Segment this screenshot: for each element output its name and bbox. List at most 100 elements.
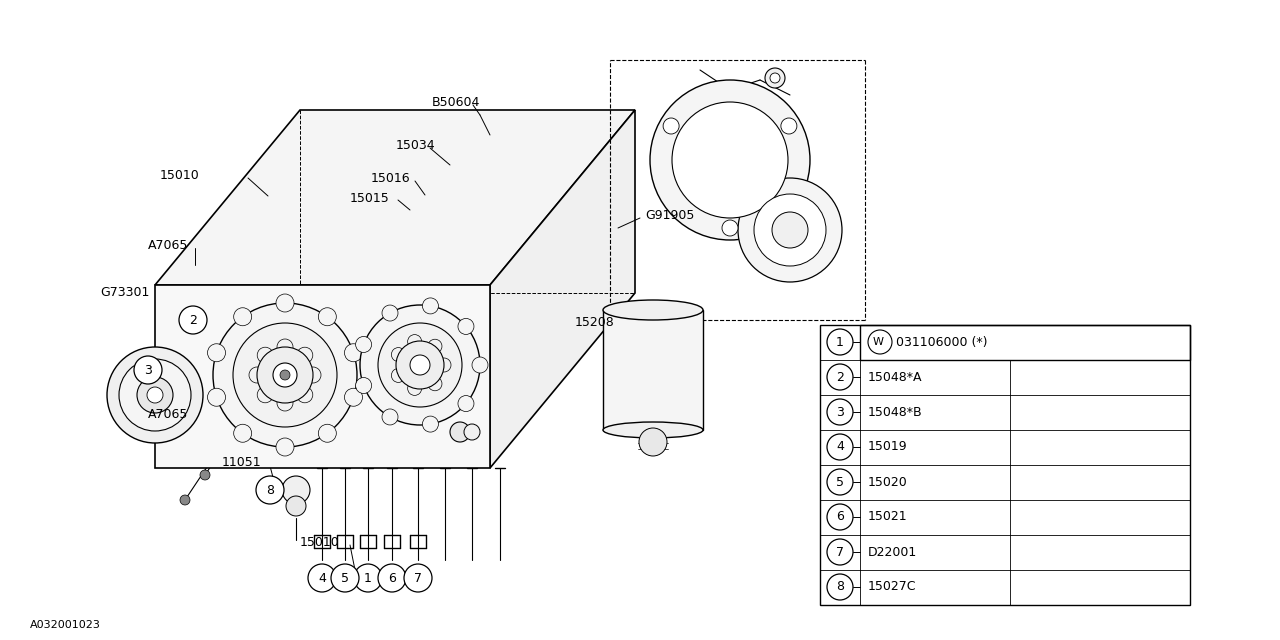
- Circle shape: [422, 298, 439, 314]
- Circle shape: [392, 369, 406, 383]
- Circle shape: [827, 574, 852, 600]
- Text: A032001023: A032001023: [29, 620, 101, 630]
- Circle shape: [119, 359, 191, 431]
- Circle shape: [827, 364, 852, 390]
- Circle shape: [722, 220, 739, 236]
- Circle shape: [180, 495, 189, 505]
- Polygon shape: [603, 310, 703, 430]
- Text: 5: 5: [340, 572, 349, 584]
- Text: A7065: A7065: [148, 239, 188, 252]
- Circle shape: [257, 347, 314, 403]
- Circle shape: [827, 504, 852, 530]
- Text: 15048*B: 15048*B: [868, 406, 923, 419]
- Circle shape: [772, 212, 808, 248]
- Text: G73301: G73301: [100, 285, 150, 298]
- Circle shape: [212, 303, 357, 447]
- Circle shape: [378, 564, 406, 592]
- Text: 15208: 15208: [575, 316, 614, 328]
- Text: 7: 7: [836, 545, 844, 559]
- Circle shape: [356, 378, 371, 394]
- Circle shape: [285, 496, 306, 516]
- Circle shape: [451, 422, 470, 442]
- Circle shape: [147, 387, 163, 403]
- Circle shape: [276, 294, 294, 312]
- Circle shape: [108, 347, 204, 443]
- Circle shape: [465, 424, 480, 440]
- Circle shape: [137, 377, 173, 413]
- Polygon shape: [155, 110, 635, 285]
- Text: 11051: 11051: [221, 456, 261, 470]
- Circle shape: [344, 388, 362, 406]
- Text: 7: 7: [413, 572, 422, 584]
- Circle shape: [344, 344, 362, 362]
- Text: 15020: 15020: [868, 476, 908, 488]
- Circle shape: [381, 409, 398, 425]
- Circle shape: [332, 564, 358, 592]
- Circle shape: [319, 424, 337, 442]
- Circle shape: [282, 476, 310, 504]
- Circle shape: [436, 358, 451, 372]
- Circle shape: [305, 367, 321, 383]
- Circle shape: [280, 370, 291, 380]
- Text: B50604: B50604: [433, 95, 480, 109]
- Circle shape: [381, 305, 398, 321]
- Text: 1: 1: [364, 572, 372, 584]
- Circle shape: [771, 73, 780, 83]
- Text: 15016: 15016: [371, 172, 411, 184]
- Circle shape: [257, 348, 273, 364]
- Text: G91905: G91905: [645, 209, 694, 221]
- Circle shape: [472, 357, 488, 373]
- Circle shape: [250, 367, 265, 383]
- Text: 15019: 15019: [868, 440, 908, 454]
- Circle shape: [458, 396, 474, 412]
- Circle shape: [765, 68, 785, 88]
- Circle shape: [319, 308, 337, 326]
- Text: 1: 1: [836, 335, 844, 349]
- Circle shape: [827, 434, 852, 460]
- Circle shape: [663, 118, 680, 134]
- Circle shape: [256, 476, 284, 504]
- Circle shape: [355, 564, 381, 592]
- Text: 2: 2: [189, 314, 197, 326]
- Text: 6: 6: [388, 572, 396, 584]
- Text: 4: 4: [836, 440, 844, 454]
- Circle shape: [273, 363, 297, 387]
- Text: 15048*A: 15048*A: [868, 371, 923, 383]
- Circle shape: [422, 416, 439, 432]
- Ellipse shape: [603, 300, 703, 320]
- Text: D22001: D22001: [868, 545, 918, 559]
- Circle shape: [200, 470, 210, 480]
- Circle shape: [754, 194, 826, 266]
- Circle shape: [276, 438, 294, 456]
- Circle shape: [134, 356, 163, 384]
- Circle shape: [827, 329, 852, 355]
- Circle shape: [428, 339, 442, 353]
- Circle shape: [739, 178, 842, 282]
- Circle shape: [233, 323, 337, 427]
- Circle shape: [308, 564, 337, 592]
- Text: 15010: 15010: [300, 536, 339, 548]
- Text: 15021: 15021: [868, 511, 908, 524]
- Text: 4: 4: [317, 572, 326, 584]
- Circle shape: [360, 305, 480, 425]
- Circle shape: [207, 344, 225, 362]
- Circle shape: [827, 539, 852, 565]
- Circle shape: [234, 308, 252, 326]
- Circle shape: [297, 348, 312, 364]
- Circle shape: [396, 341, 444, 389]
- Circle shape: [639, 428, 667, 456]
- Polygon shape: [490, 110, 635, 468]
- Text: 3: 3: [836, 406, 844, 419]
- Circle shape: [827, 399, 852, 425]
- Circle shape: [297, 387, 312, 403]
- Circle shape: [234, 424, 252, 442]
- Circle shape: [458, 319, 474, 335]
- Circle shape: [179, 306, 207, 334]
- Circle shape: [407, 335, 421, 349]
- Text: 2: 2: [836, 371, 844, 383]
- Circle shape: [257, 387, 273, 403]
- Text: 6: 6: [836, 511, 844, 524]
- Text: 031106000 (*): 031106000 (*): [896, 335, 987, 349]
- Circle shape: [404, 564, 433, 592]
- Circle shape: [781, 118, 797, 134]
